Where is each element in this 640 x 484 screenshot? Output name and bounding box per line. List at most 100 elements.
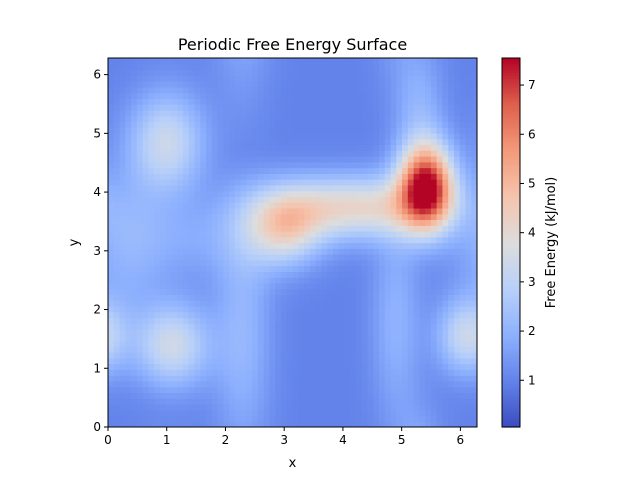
heatmap-cell: [465, 196, 472, 203]
heatmap-cell: [442, 150, 449, 157]
heatmap-cell: [453, 323, 461, 330]
heatmap-cell: [430, 225, 438, 232]
heatmap-cell: [321, 277, 328, 284]
heatmap-cell: [280, 403, 288, 411]
heatmap-cell: [113, 334, 121, 342]
colorbar-segment: [502, 402, 520, 406]
heatmap-cell: [211, 81, 219, 88]
heatmap-cell: [378, 323, 386, 330]
heatmap-cell: [430, 179, 438, 186]
heatmap-cell: [407, 305, 415, 313]
heatmap-cell: [125, 236, 132, 244]
heatmap-cell: [436, 386, 444, 394]
heatmap-cell: [108, 300, 115, 307]
heatmap-cell: [378, 415, 386, 422]
heatmap-cell: [154, 213, 161, 221]
heatmap-cell: [350, 104, 357, 111]
heatmap-cell: [471, 421, 477, 427]
heatmap-cell: [217, 265, 224, 272]
heatmap-cell: [286, 375, 294, 382]
heatmap-cell: [108, 58, 115, 65]
heatmap-cell: [459, 196, 467, 203]
heatmap-cell: [252, 254, 259, 261]
heatmap-cell: [257, 236, 265, 244]
heatmap-cell: [361, 213, 369, 221]
heatmap-cell: [229, 277, 236, 284]
heatmap-cell: [119, 115, 126, 123]
heatmap-cell: [154, 144, 161, 151]
heatmap-cell: [142, 323, 149, 330]
heatmap-cell: [286, 81, 294, 88]
heatmap-cell: [165, 363, 173, 370]
heatmap-cell: [419, 340, 426, 347]
heatmap-cell: [211, 340, 219, 347]
heatmap-cell: [448, 265, 455, 272]
heatmap-cell: [275, 334, 282, 342]
heatmap-cell: [425, 132, 432, 140]
heatmap-cell: [338, 196, 345, 203]
heatmap-cell: [148, 352, 155, 359]
heatmap-cell: [194, 75, 201, 82]
heatmap-cell: [171, 363, 178, 370]
heatmap-cell: [442, 375, 449, 382]
heatmap-cell: [194, 392, 201, 399]
heatmap-cell: [113, 219, 121, 226]
heatmap-cell: [396, 213, 403, 221]
heatmap-cell: [154, 305, 161, 313]
heatmap-cell: [240, 375, 247, 382]
heatmap-cell: [269, 75, 276, 82]
heatmap-cell: [240, 98, 247, 105]
heatmap-cell: [223, 398, 230, 405]
heatmap-cell: [453, 363, 461, 370]
heatmap-cell: [327, 248, 334, 255]
heatmap-cell: [459, 282, 467, 290]
heatmap-cell: [419, 277, 426, 284]
heatmap-cell: [332, 259, 340, 267]
heatmap-cell: [453, 104, 461, 111]
heatmap-cell: [402, 173, 409, 180]
heatmap-cell: [269, 69, 276, 76]
heatmap-cell: [154, 265, 161, 272]
heatmap-cell: [459, 392, 467, 399]
heatmap-cell: [108, 277, 115, 284]
heatmap-cell: [384, 409, 392, 417]
heatmap-cell: [292, 213, 299, 221]
heatmap-cell: [113, 63, 121, 71]
heatmap-cell: [246, 115, 253, 123]
x-tick-label: 2: [222, 433, 230, 447]
heatmap-cell: [246, 161, 253, 169]
heatmap-cell: [113, 300, 121, 307]
heatmap-cell: [304, 305, 311, 313]
colorbar-segment: [502, 72, 520, 76]
heatmap-cell: [373, 236, 380, 244]
heatmap-cell: [240, 127, 247, 134]
heatmap-cell: [113, 357, 121, 365]
heatmap-cell: [465, 115, 472, 123]
heatmap-cell: [275, 369, 282, 376]
colorbar-segment: [502, 331, 520, 335]
heatmap-cell: [465, 144, 472, 151]
heatmap-cell: [154, 242, 161, 249]
heatmap-cell: [315, 225, 322, 232]
heatmap-cell: [182, 305, 190, 313]
heatmap-cell: [154, 167, 161, 174]
heatmap-cell: [367, 81, 374, 88]
heatmap-cell: [200, 86, 207, 94]
heatmap-cell: [119, 409, 126, 417]
heatmap-cell: [188, 415, 196, 422]
heatmap-cell: [373, 138, 380, 146]
heatmap-cell: [436, 369, 444, 376]
heatmap-cell: [177, 167, 184, 174]
heatmap-cell: [309, 190, 317, 197]
heatmap-cell: [361, 156, 369, 163]
heatmap-cell: [298, 121, 305, 128]
heatmap-cell: [217, 225, 224, 232]
heatmap-cell: [269, 288, 276, 295]
heatmap-cell: [378, 259, 386, 267]
heatmap-cell: [194, 109, 201, 117]
heatmap-cell: [257, 282, 265, 290]
heatmap-cell: [113, 409, 121, 417]
heatmap-cell: [234, 346, 242, 353]
heatmap-cell: [396, 173, 403, 180]
heatmap-cell: [425, 300, 432, 307]
